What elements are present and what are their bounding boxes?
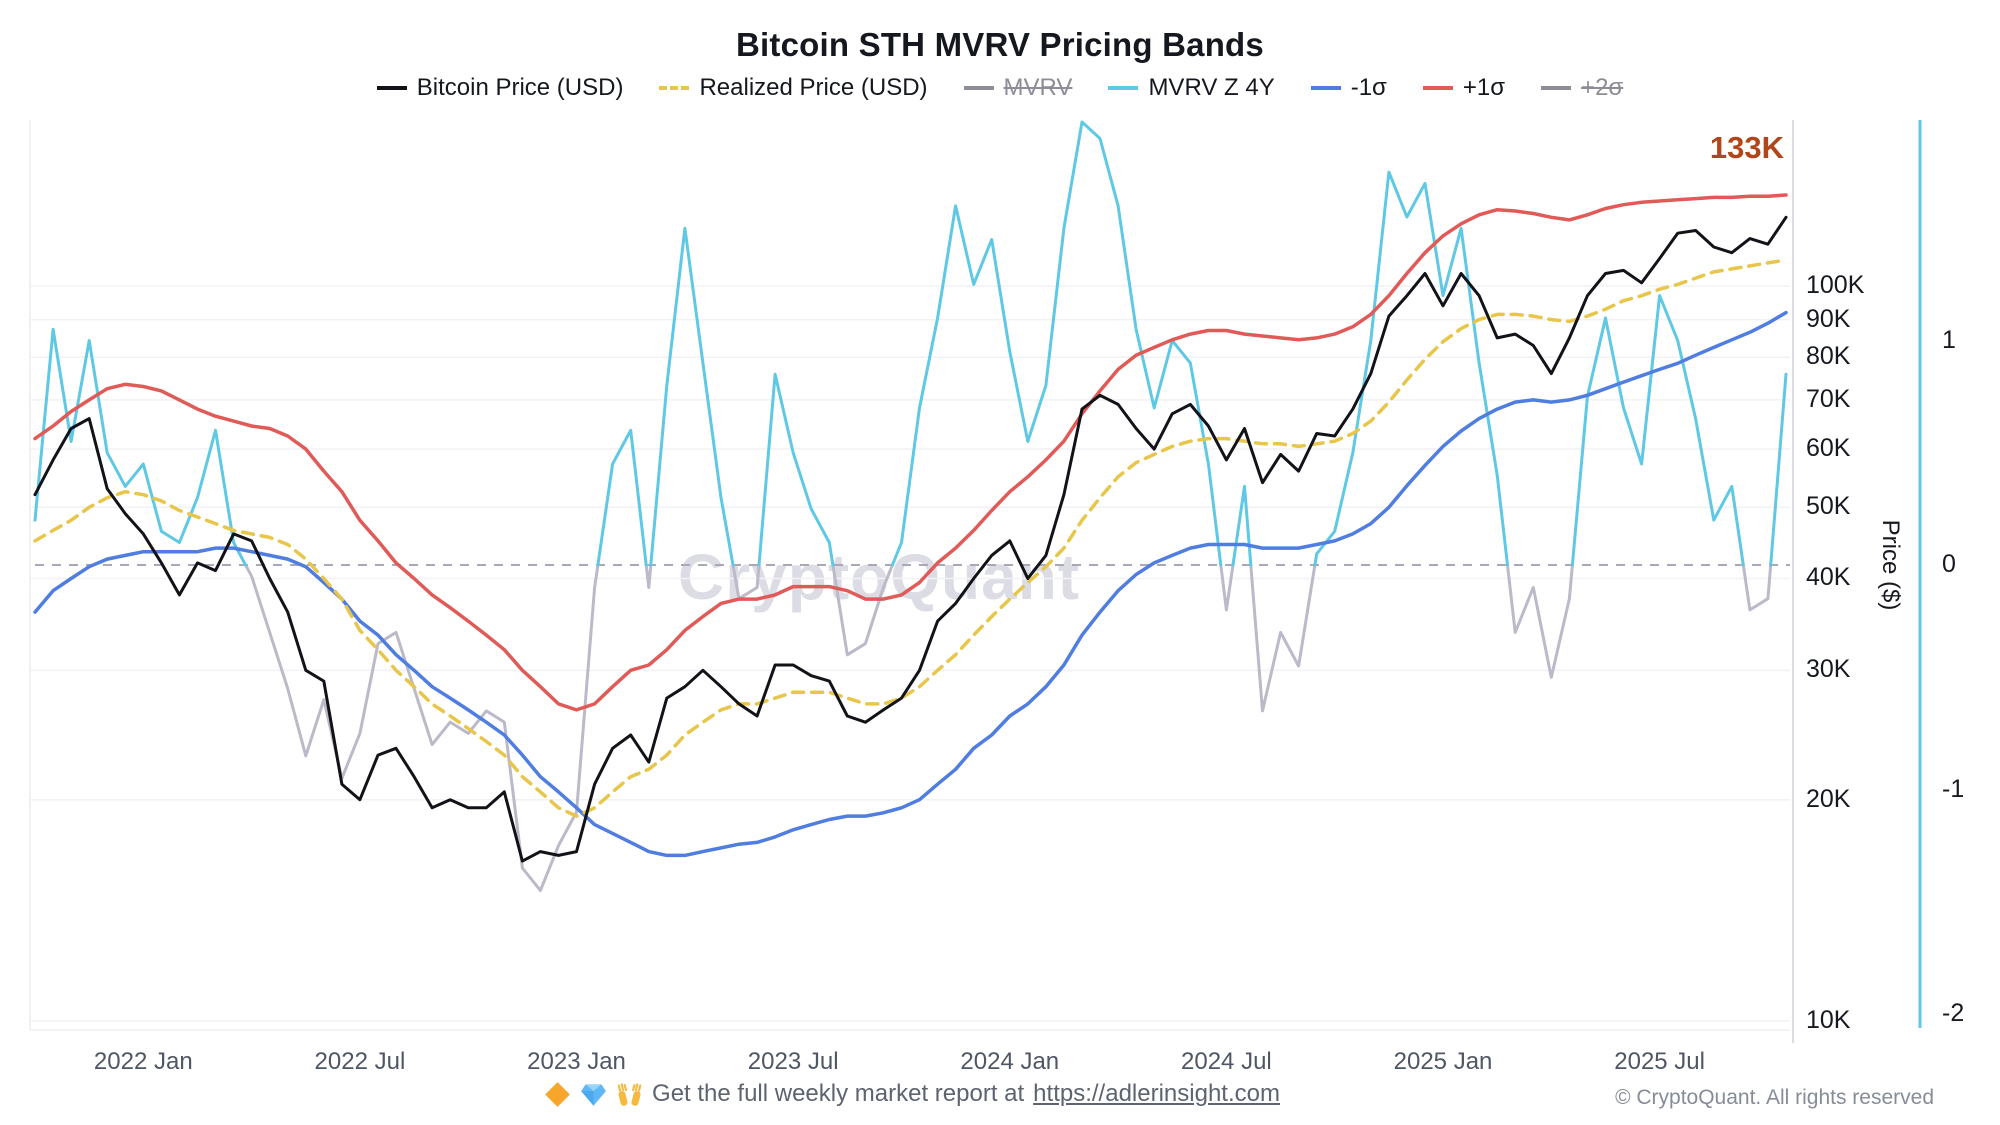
x-axis-tick-label: 2025 Jan [1393, 1048, 1493, 1075]
legend-item-bitcoin-price-usd-[interactable]: Bitcoin Price (USD) [376, 74, 624, 102]
legend-swatch [1310, 86, 1341, 90]
legend-item--2-[interactable]: +2σ [1541, 74, 1623, 102]
price-tick-label: 40K [1806, 563, 1851, 592]
x-axis-tick-label: 2022 Jan [93, 1048, 193, 1075]
legend-item-realized-price-usd-[interactable]: Realized Price (USD) [659, 74, 928, 102]
z-axis-tick-label: -1 [1942, 774, 1965, 803]
legend-swatch [659, 86, 690, 90]
series-mvrv-z-below-zero [731, 563, 761, 601]
series-mvrv-z [1231, 484, 1253, 567]
series-mvrv-z-below-zero [1219, 563, 1235, 612]
series-mvrv-z-below-zero [1506, 563, 1574, 679]
z-axis-tick-label: 0 [1942, 550, 1956, 578]
x-axis-tick-label: 2023 Jan [527, 1048, 626, 1075]
series-mvrv-z [757, 372, 835, 567]
price-tick-label: 20K [1806, 784, 1851, 813]
legend-swatch [963, 86, 994, 90]
legend-item--1-[interactable]: +1σ [1422, 74, 1506, 102]
price-tick-label: 50K [1806, 492, 1851, 521]
x-axis-tick-label: 2024 Jan [960, 1048, 1060, 1075]
price-tick-label: 80K [1806, 342, 1851, 371]
footer-text: Get the full weekly market report at [652, 1080, 1025, 1107]
price-tick-label: 70K [1806, 384, 1851, 413]
series-mvrv-z [596, 428, 648, 567]
legend-label: +1σ [1462, 74, 1506, 101]
x-axis-tick-label: 2022 Jul [314, 1048, 406, 1075]
z-axis-tick-label: 1 [1942, 325, 1956, 354]
legend: Bitcoin Price (USD) Realized Price (USD) M… [0, 74, 2000, 102]
series-mvrv-z [1313, 170, 1509, 567]
gem-icon [580, 1081, 607, 1108]
legend-item-mvrv-z-4y[interactable]: MVRV Z 4Y [1108, 74, 1275, 102]
series-mvrv-z-below-zero [644, 563, 653, 589]
series-bitcoin-price [33, 215, 1788, 863]
copyright-notice: © CryptoQuant. All rights reserved [1615, 1086, 1934, 1109]
legend-label: +2σ [1581, 74, 1624, 101]
series-mvrv-z [1769, 372, 1788, 567]
x-axis-tick-label: 2025 Jul [1614, 1048, 1705, 1075]
series-mvrv-z-below-zero [1249, 563, 1317, 713]
series-mvrv-z-below-zero [244, 563, 600, 892]
legend-swatch [1422, 86, 1453, 90]
price-tick-label: 60K [1806, 434, 1851, 463]
report-link[interactable]: https://adlerinsight.com [1033, 1080, 1280, 1107]
series-mvrv-z-below-zero [1741, 563, 1773, 612]
legend-item--1-[interactable]: -1σ [1310, 74, 1387, 102]
series-plus1-sigma [33, 193, 1788, 712]
series-mvrv-z [890, 120, 1223, 567]
legend-label: -1σ [1350, 74, 1387, 101]
legend-label: Realized Price (USD) [699, 74, 928, 101]
legend-item-mvrv[interactable]: MVRV [963, 74, 1073, 102]
footer: Get the full weekly market report at htt… [544, 1080, 1280, 1108]
series-mvrv-z [1570, 294, 1745, 567]
legend-swatch [1541, 86, 1572, 90]
series-minus1-sigma [33, 310, 1788, 858]
price-axis-title: Price ($) [1877, 519, 1904, 611]
z-axis-tick-label: -2 [1942, 999, 1965, 1027]
series-mvrv-z [649, 226, 735, 567]
raised-hands-icon [616, 1081, 643, 1108]
legend-label: MVRV [1003, 74, 1073, 101]
series-mvrv-z [33, 327, 248, 567]
legend-label: Bitcoin Price (USD) [416, 74, 624, 101]
price-tick-label: 90K [1806, 304, 1851, 333]
x-axis-tick-label: 2023 Jul [747, 1048, 839, 1075]
legend-swatch [376, 86, 407, 90]
price-annotation: 133K [1709, 130, 1784, 165]
page-title: Bitcoin STH MVRV Pricing Bands [736, 26, 1264, 63]
series-mvrv-z-below-zero [831, 563, 894, 657]
price-tick-label: 10K [1806, 1006, 1851, 1034]
legend-label: MVRV Z 4Y [1148, 74, 1275, 101]
orange-diamond-icon [544, 1081, 571, 1108]
legend-swatch [1108, 86, 1139, 90]
series-realized-price [33, 258, 1788, 818]
x-axis-tick-label: 2024 Jul [1181, 1048, 1272, 1075]
price-tick-label: 30K [1806, 655, 1851, 684]
price-tick-label: 100K [1806, 271, 1865, 299]
